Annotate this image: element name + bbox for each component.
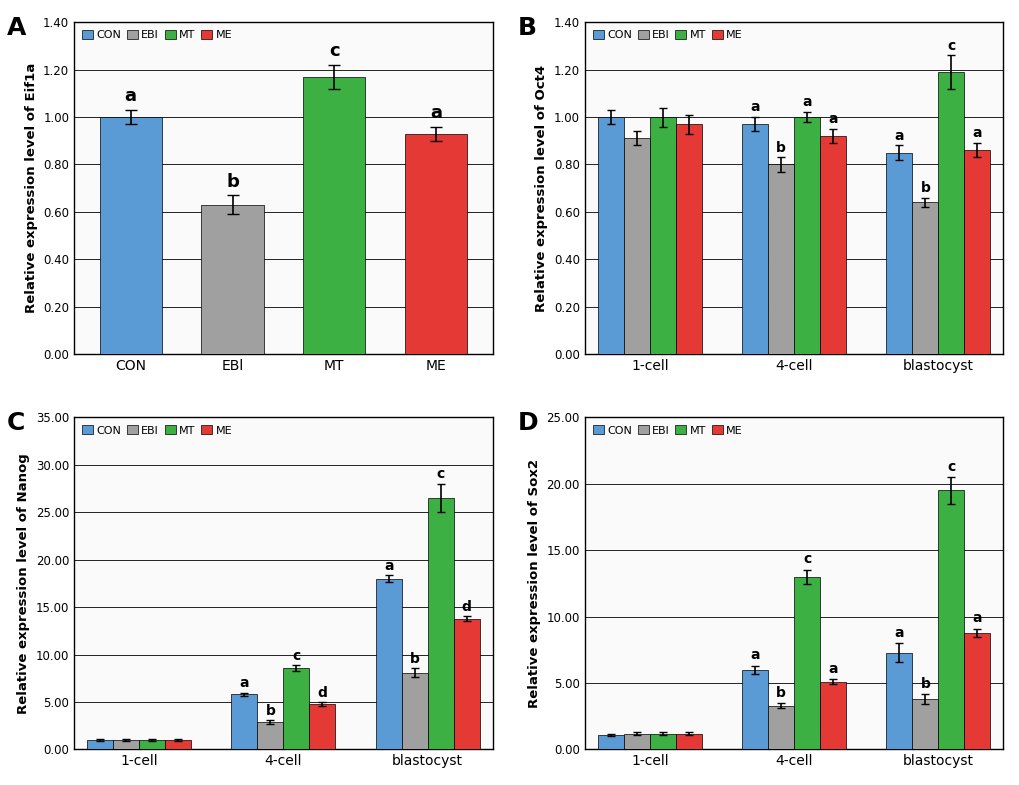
Bar	[912, 699, 937, 750]
Text: b: b	[775, 685, 786, 699]
Text: D: D	[518, 411, 538, 435]
Bar	[649, 733, 676, 750]
Bar	[794, 117, 819, 354]
Text: a: a	[972, 126, 981, 141]
Y-axis label: Relative expression level of Nanog: Relative expression level of Nanog	[17, 453, 31, 714]
Bar	[742, 670, 767, 750]
Bar	[676, 733, 701, 750]
Bar	[453, 619, 479, 750]
Text: a: a	[430, 104, 441, 122]
Bar	[742, 124, 767, 354]
Text: c: c	[329, 42, 339, 60]
Bar	[912, 203, 937, 354]
Y-axis label: Relative expression level of Sox2: Relative expression level of Sox2	[528, 459, 540, 708]
Bar	[819, 136, 845, 354]
Text: a: a	[972, 612, 981, 626]
Bar	[401, 673, 427, 750]
Text: a: a	[239, 676, 249, 690]
Bar	[767, 706, 794, 750]
Bar	[676, 124, 701, 354]
Bar	[309, 704, 335, 750]
Legend: CON, EBl, MT, ME: CON, EBl, MT, ME	[589, 422, 745, 439]
Bar	[649, 117, 676, 354]
Bar	[819, 681, 845, 750]
Text: a: a	[383, 559, 393, 573]
Bar	[963, 150, 989, 354]
Text: c: c	[947, 38, 955, 53]
Bar	[624, 733, 649, 750]
Bar	[886, 152, 912, 354]
Text: C: C	[7, 411, 25, 435]
Text: c: c	[802, 552, 810, 566]
Text: a: a	[894, 129, 903, 143]
Text: a: a	[827, 662, 837, 676]
Text: b: b	[226, 173, 238, 191]
Bar	[87, 740, 113, 750]
Text: d: d	[317, 685, 327, 699]
Bar	[963, 633, 989, 750]
Bar	[231, 695, 257, 750]
Bar	[201, 205, 263, 354]
Bar	[937, 491, 963, 750]
Text: b: b	[410, 652, 419, 666]
Bar	[100, 117, 162, 354]
Text: b: b	[919, 677, 929, 691]
Text: b: b	[265, 703, 275, 717]
Text: b: b	[919, 181, 929, 195]
Bar	[597, 117, 624, 354]
Bar	[767, 165, 794, 354]
Text: c: c	[436, 468, 444, 481]
Bar	[165, 740, 191, 750]
Bar	[283, 668, 309, 750]
Bar	[257, 722, 283, 750]
Text: a: a	[894, 626, 903, 640]
Legend: CON, EBl, MT, ME: CON, EBl, MT, ME	[589, 27, 745, 44]
Text: c: c	[292, 648, 301, 663]
Bar	[405, 133, 467, 354]
Text: A: A	[7, 16, 26, 39]
Bar	[624, 138, 649, 354]
Y-axis label: Relative expression level of Oct4: Relative expression level of Oct4	[535, 64, 548, 312]
Bar	[113, 740, 139, 750]
Text: c: c	[947, 460, 955, 474]
Legend: CON, EBl, MT, ME: CON, EBl, MT, ME	[78, 27, 235, 44]
Text: d: d	[462, 600, 471, 614]
Text: a: a	[750, 648, 759, 663]
Text: a: a	[124, 87, 137, 105]
Text: a: a	[827, 112, 837, 126]
Bar	[303, 77, 365, 354]
Y-axis label: Relative expression level of Eif1a: Relative expression level of Eif1a	[24, 63, 38, 313]
Text: a: a	[750, 100, 759, 114]
Bar	[427, 498, 453, 750]
Bar	[597, 735, 624, 750]
Bar	[886, 652, 912, 750]
Bar	[139, 740, 165, 750]
Bar	[794, 577, 819, 750]
Text: B: B	[518, 16, 536, 39]
Bar	[375, 579, 401, 750]
Text: a: a	[802, 96, 811, 109]
Legend: CON, EBl, MT, ME: CON, EBl, MT, ME	[78, 422, 235, 439]
Text: b: b	[775, 141, 786, 155]
Bar	[937, 72, 963, 354]
